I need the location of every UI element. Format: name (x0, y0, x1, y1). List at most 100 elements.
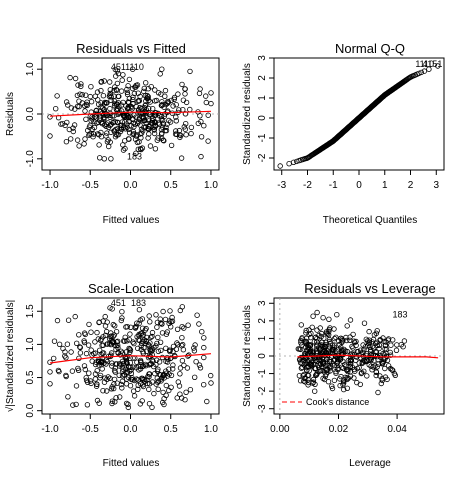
data-point (158, 347, 164, 354)
data-point (147, 319, 153, 325)
x-tick-label: -1.0 (41, 424, 59, 435)
data-point (103, 121, 110, 127)
data-point (131, 393, 138, 399)
data-point (198, 153, 204, 160)
data-point (97, 372, 104, 379)
point-label: 1110 (125, 62, 144, 72)
data-point (47, 381, 53, 387)
data-point (312, 365, 319, 371)
data-point (91, 118, 97, 125)
data-point (116, 394, 123, 400)
data-point (110, 321, 116, 328)
data-point (316, 362, 322, 368)
data-point (182, 397, 188, 403)
y-tick-label: 1.0 (25, 62, 36, 76)
data-point (303, 330, 309, 336)
data-point (106, 79, 113, 85)
data-point (81, 103, 88, 109)
data-point (155, 348, 162, 355)
data-point (69, 368, 76, 374)
data-point (51, 355, 57, 362)
x-tick-label: 0.00 (270, 424, 290, 435)
point-label: 451 (111, 62, 126, 72)
data-point (310, 358, 316, 364)
x-tick-label: 0 (356, 180, 362, 191)
data-point (393, 347, 400, 353)
data-point (111, 128, 117, 134)
data-point (312, 388, 318, 394)
residuals-vs-leverage-panel: Residuals vs Leverage Leverage Standardi… (242, 281, 445, 469)
x-tick-label: -1 (329, 180, 338, 191)
data-point (144, 380, 151, 387)
data-point (127, 346, 133, 352)
data-point (145, 125, 151, 132)
data-point (371, 332, 378, 338)
data-point (147, 143, 154, 149)
data-point (367, 349, 374, 355)
data-point (149, 120, 156, 126)
data-point (115, 350, 121, 356)
data-point (394, 342, 400, 348)
data-point (127, 331, 133, 337)
data-point (77, 344, 83, 351)
data-point (297, 346, 304, 353)
data-point (376, 345, 382, 352)
data-point (144, 92, 150, 99)
data-point (126, 126, 132, 132)
data-point (126, 114, 132, 121)
data-point (104, 376, 110, 382)
data-point (114, 101, 120, 107)
data-point (107, 90, 113, 97)
data-point (123, 381, 130, 387)
data-point (120, 142, 126, 148)
data-point (142, 80, 149, 86)
data-point (196, 362, 203, 368)
data-point (138, 340, 145, 347)
x-tick-label: 0.0 (124, 424, 138, 435)
data-point (344, 385, 350, 391)
data-point (75, 82, 81, 88)
data-point (68, 105, 75, 111)
data-point (157, 316, 163, 322)
data-point (196, 90, 203, 97)
data-point (111, 376, 118, 383)
data-point (187, 68, 193, 75)
data-point (380, 359, 386, 366)
data-point (117, 122, 124, 128)
data-point (93, 359, 99, 365)
data-point (94, 329, 100, 336)
data-point (370, 364, 376, 370)
data-point (153, 343, 159, 349)
data-point (161, 396, 167, 402)
data-point (133, 376, 140, 382)
data-point (398, 342, 404, 348)
data-point (142, 117, 148, 123)
data-point (167, 308, 173, 314)
data-point (361, 357, 367, 363)
x-tick-label: 0.5 (164, 180, 178, 191)
x-axis-label: Fitted values (103, 215, 160, 226)
data-point (125, 99, 131, 105)
data-point (87, 122, 93, 129)
data-point (119, 378, 126, 384)
data-point (129, 104, 135, 110)
data-point (177, 371, 183, 377)
data-point (108, 156, 114, 162)
y-tick-label: 1.5 (25, 304, 36, 318)
data-point (163, 358, 169, 365)
data-point (146, 401, 153, 407)
data-point (91, 124, 98, 131)
data-point (356, 352, 362, 358)
data-point (119, 358, 126, 365)
data-point (179, 324, 185, 330)
data-point (84, 402, 91, 408)
data-point (123, 354, 129, 361)
panel-title: Residuals vs Fitted (76, 41, 186, 56)
data-point (177, 391, 183, 397)
data-point (204, 398, 210, 405)
data-point (95, 359, 102, 365)
data-point (155, 135, 161, 141)
data-point (65, 317, 72, 323)
data-point (167, 119, 174, 125)
data-point (92, 376, 99, 382)
